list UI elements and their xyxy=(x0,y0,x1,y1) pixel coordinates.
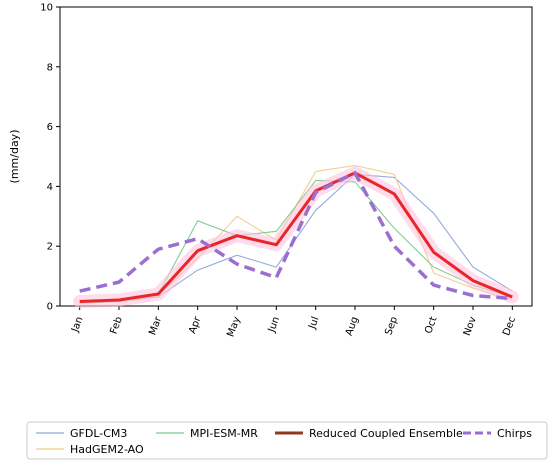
data-point-hadgem2-ao xyxy=(315,170,317,172)
data-point-chirps xyxy=(118,281,120,283)
data-point-mpi-esm-mr xyxy=(315,179,317,181)
data-point-reduced-coupled-ensemble xyxy=(79,301,81,303)
data-point-chirps xyxy=(315,191,317,193)
data-point-chirps xyxy=(79,290,81,292)
legend-label-chirps: Chirps xyxy=(497,427,532,440)
y-tick-label: 8 xyxy=(47,62,53,73)
y-tick-label: 4 xyxy=(47,182,53,193)
data-point-reduced-coupled-ensemble xyxy=(157,293,159,295)
data-point-reduced-coupled-ensemble xyxy=(275,244,277,246)
legend-label-mpi-esm-mr: MPI-ESM-MR xyxy=(190,427,258,440)
data-point-reduced-coupled-ensemble xyxy=(197,250,199,252)
x-tick-label: Mar xyxy=(147,314,164,336)
data-point-chirps xyxy=(472,295,474,297)
data-point-mpi-esm-mr xyxy=(433,266,435,268)
x-tick-label: Oct xyxy=(423,315,439,335)
x-tick-label: Jun xyxy=(266,315,282,334)
data-point-gfdl-cm3 xyxy=(236,254,238,256)
data-point-hadgem2-ao xyxy=(393,173,395,175)
data-point-reduced-coupled-ensemble xyxy=(393,193,395,195)
legend-label-hadgem2-ao: HadGEM2-AO xyxy=(70,443,144,456)
legend-label-gfdl-cm3: GFDL-CM3 xyxy=(70,427,127,440)
data-point-reduced-coupled-ensemble xyxy=(118,299,120,301)
data-point-gfdl-cm3 xyxy=(197,269,199,271)
x-tick-label: Feb xyxy=(108,315,124,335)
x-tick-label: Sep xyxy=(383,315,400,336)
x-tick-label: Nov xyxy=(462,315,479,337)
data-point-gfdl-cm3 xyxy=(472,266,474,268)
data-point-gfdl-cm3 xyxy=(315,209,317,211)
x-tick-label: Dec xyxy=(501,315,518,337)
data-point-hadgem2-ao xyxy=(433,272,435,274)
series-line-chirps xyxy=(79,170,513,301)
data-point-hadgem2-ao xyxy=(236,215,238,217)
data-point-gfdl-cm3 xyxy=(433,212,435,214)
legend: GFDL-CM3 HadGEM2-AO MPI-ESM-MR Reduced Coup… xyxy=(26,421,548,460)
plot-area: 0 2 4 6 8 10 Jan Feb Mar Apr May Jun Jul Aug Sep Oct Nov… xyxy=(8,3,533,338)
x-tick-label: Jul xyxy=(307,315,322,331)
y-tick-label: 6 xyxy=(47,122,53,133)
data-point-reduced-coupled-ensemble xyxy=(472,280,474,282)
data-point-reduced-coupled-ensemble xyxy=(236,235,238,237)
data-point-mpi-esm-mr xyxy=(354,181,356,183)
data-point-mpi-esm-mr xyxy=(275,230,277,232)
data-point-chirps xyxy=(157,248,159,250)
series-line-hadgem2-ao xyxy=(79,164,513,304)
legend-box xyxy=(26,421,548,460)
data-point-chirps xyxy=(354,172,356,174)
data-point-mpi-esm-mr xyxy=(393,227,395,229)
data-point-chirps xyxy=(511,298,513,300)
legend-label-reduced-coupled-ensemble: Reduced Coupled Ensemble xyxy=(309,427,463,440)
y-tick-label: 2 xyxy=(47,242,53,253)
series-line-mpi-esm-mr xyxy=(79,179,513,304)
x-tick-label: Apr xyxy=(187,314,204,335)
data-point-chirps xyxy=(393,245,395,247)
data-point-chirps xyxy=(197,238,199,240)
series-line-reduced-coupled-ensemble xyxy=(79,171,513,303)
y-tick-label: 0 xyxy=(47,302,53,313)
y-axis-label: (mm/day) xyxy=(8,130,21,184)
data-point-hadgem2-ao xyxy=(354,164,356,166)
x-tick-label: Aug xyxy=(344,315,361,337)
x-tick-label: Jan xyxy=(70,315,86,334)
data-point-chirps xyxy=(433,284,435,286)
data-point-chirps xyxy=(236,263,238,265)
data-point-reduced-coupled-ensemble xyxy=(433,251,435,253)
y-tick-label: 10 xyxy=(40,3,53,14)
data-point-mpi-esm-mr xyxy=(197,220,199,222)
x-tick-label: May xyxy=(225,315,242,338)
data-point-chirps xyxy=(275,277,277,279)
data-point-gfdl-cm3 xyxy=(275,266,277,268)
plot-frame xyxy=(59,6,533,307)
